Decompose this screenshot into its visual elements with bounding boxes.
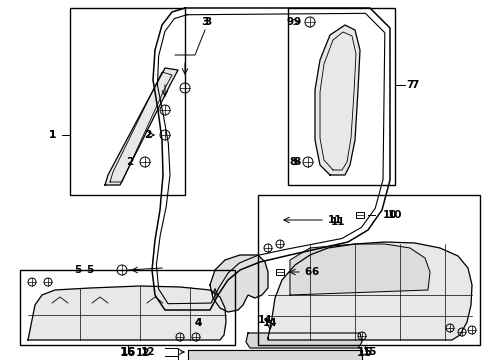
Text: 12: 12	[136, 348, 150, 358]
Bar	[287, 8, 394, 185]
Text: 14: 14	[257, 315, 272, 325]
Text: 1: 1	[48, 130, 56, 140]
Text: 11: 11	[327, 215, 342, 225]
Text: 4: 4	[194, 318, 201, 328]
Bar	[20, 270, 235, 345]
Text: 8: 8	[289, 157, 296, 167]
Polygon shape	[187, 350, 361, 360]
Bar	[258, 195, 479, 345]
Text: 7: 7	[406, 80, 413, 90]
Text: 16: 16	[120, 346, 136, 360]
Text: 10: 10	[387, 210, 402, 220]
Polygon shape	[28, 286, 225, 340]
Text: 16: 16	[121, 347, 135, 357]
Text: 2: 2	[144, 130, 151, 140]
Polygon shape	[267, 242, 471, 340]
Text: 6: 6	[304, 267, 311, 277]
Text: 1: 1	[48, 130, 56, 140]
Text: 10: 10	[382, 210, 396, 220]
Text: 9: 9	[286, 17, 293, 27]
Text: 7: 7	[410, 80, 418, 90]
Polygon shape	[209, 255, 267, 312]
Text: 5: 5	[86, 265, 93, 275]
Text: 4: 4	[194, 318, 201, 328]
Text: 5: 5	[74, 265, 81, 275]
Text: 8: 8	[293, 157, 300, 167]
Text: 6: 6	[311, 267, 318, 277]
Polygon shape	[289, 244, 429, 295]
Text: 12: 12	[141, 347, 155, 357]
Bar	[275, 269, 284, 275]
Text: 3: 3	[201, 17, 208, 27]
Text: 2: 2	[126, 157, 133, 167]
Bar	[70, 8, 184, 195]
Text: 9: 9	[293, 17, 300, 27]
Polygon shape	[245, 333, 361, 348]
Bar	[355, 212, 363, 218]
Text: 2: 2	[144, 130, 151, 140]
Polygon shape	[105, 68, 178, 185]
Text: 14: 14	[262, 318, 277, 328]
Text: 11: 11	[330, 217, 345, 227]
Text: 15: 15	[356, 346, 372, 359]
Text: 15: 15	[362, 347, 376, 357]
Polygon shape	[314, 25, 359, 175]
Text: 3: 3	[204, 17, 211, 27]
